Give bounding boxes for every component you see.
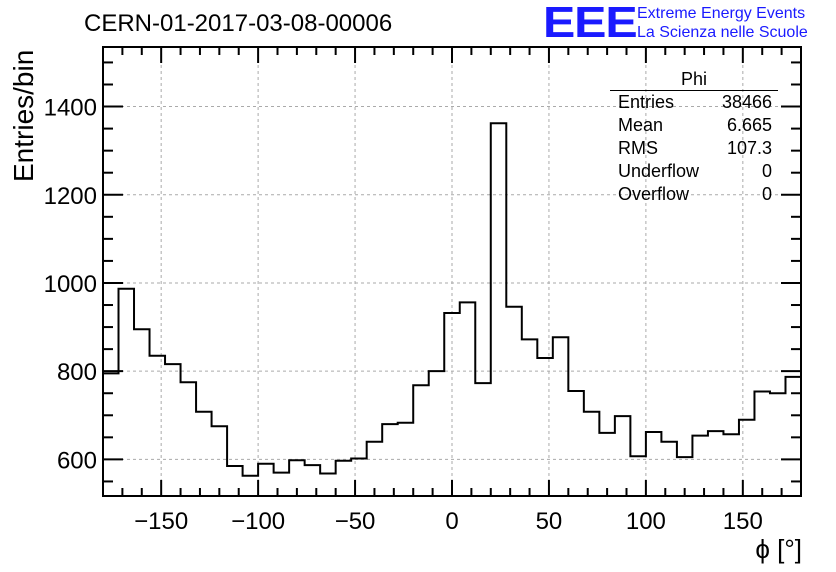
stats-box: Phi Entries 38466 Mean 6.665 RMS 107.3 Unde… — [610, 70, 778, 206]
eee-logo: EEE — [543, 0, 638, 47]
stats-row-entries: Entries 38466 — [610, 91, 778, 114]
x-tick-label: 0 — [445, 508, 458, 535]
x-tick-label: 150 — [723, 508, 763, 535]
x-tick-label: −100 — [231, 508, 285, 535]
run-title: CERN-01-2017-03-08-00006 — [84, 10, 393, 37]
org-name: Extreme Energy Events La Scienza nelle S… — [637, 4, 808, 42]
stats-label: RMS — [618, 138, 658, 158]
stats-label: Mean — [618, 115, 664, 135]
stats-value: 107.3 — [726, 138, 772, 158]
stats-row-underflow: Underflow 0 — [610, 160, 778, 183]
x-axis-label: ϕ [°] — [755, 534, 802, 564]
y-tick-label: 800 — [57, 359, 97, 386]
stats-row-mean: Mean 6.665 — [610, 114, 778, 137]
x-tick-label: −50 — [335, 508, 376, 535]
x-tick-label: −150 — [134, 508, 188, 535]
y-axis-label: Entries/bin — [8, 49, 39, 182]
x-tick-label: 100 — [626, 508, 666, 535]
y-tick-label: 1200 — [44, 183, 97, 210]
stats-value: 0 — [761, 161, 772, 181]
histogram-series — [103, 122, 801, 477]
y-tick-label: 600 — [57, 447, 97, 474]
stats-value: 6.665 — [726, 115, 772, 135]
stats-row-rms: RMS 107.3 — [610, 137, 778, 160]
axis-ticks — [102, 47, 802, 496]
stats-value: 38466 — [721, 92, 772, 112]
stats-label: Entries — [618, 92, 675, 112]
stats-row-overflow: Overflow 0 — [610, 183, 778, 206]
org-line-2: La Scienza nelle Scuole — [637, 24, 808, 41]
stats-value: 0 — [761, 184, 772, 204]
grid-lines — [103, 47, 801, 496]
y-tick-label: 1000 — [44, 271, 97, 298]
y-tick-label: 1400 — [44, 95, 97, 122]
x-tick-label: 50 — [536, 508, 563, 535]
stats-label: Overflow — [618, 184, 690, 204]
stats-title: Phi — [610, 70, 778, 91]
y-tick-labels: 600 800 1000 1200 1400 — [44, 95, 97, 475]
stats-label: Underflow — [618, 161, 700, 181]
org-line-1: Extreme Energy Events — [637, 5, 806, 22]
x-tick-labels: −150 −100 −50 0 50 100 150 — [134, 508, 763, 535]
